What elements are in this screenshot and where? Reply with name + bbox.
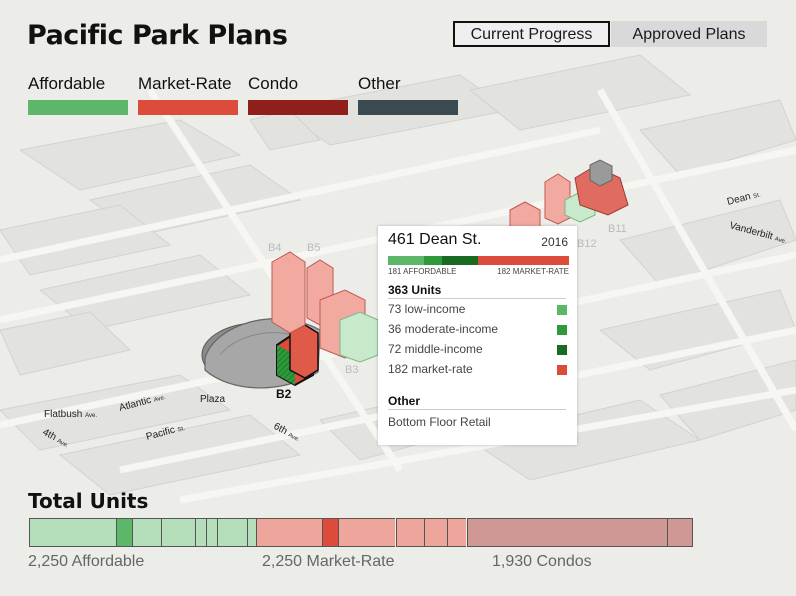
- divider: [388, 298, 566, 299]
- legend-condo: Condo: [248, 74, 348, 115]
- label-b3: B3: [345, 364, 358, 376]
- label-b5: B5: [307, 242, 320, 254]
- tooltip-address: 461 Dean St.: [388, 231, 482, 248]
- row-label: 36 moderate-income: [388, 322, 499, 336]
- total-segment[interactable]: [338, 518, 396, 547]
- total-segment[interactable]: [160, 518, 196, 547]
- legend-swatch: [358, 100, 458, 115]
- building-tooltip: 461 Dean St. 2016 181 AFFORDABLE 182 MAR…: [378, 226, 577, 445]
- approved-plans-tab[interactable]: Approved Plans: [611, 21, 767, 47]
- bar-moderate-income: [424, 256, 442, 265]
- buildings: [271, 159, 629, 363]
- tooltip-bar-labels: 181 AFFORDABLE 182 MARKET-RATE: [388, 267, 569, 276]
- row-swatch: [557, 365, 567, 375]
- tooltip-row: 72 middle-income: [388, 342, 568, 360]
- total-affordable-label: 2,250 Affordable: [28, 553, 145, 570]
- total-segment[interactable]: [256, 518, 322, 547]
- affordable-count-label: 181 AFFORDABLE: [388, 267, 457, 276]
- total-segment[interactable]: [466, 518, 667, 547]
- row-label: 182 market-rate: [388, 362, 473, 376]
- label-b2: B2: [276, 387, 292, 401]
- legend-market-rate: Market-Rate: [138, 74, 238, 115]
- row-swatch: [557, 345, 567, 355]
- total-segment[interactable]: [195, 518, 207, 547]
- legend-label: Market-Rate: [138, 74, 232, 93]
- label-b4: B4: [268, 242, 281, 254]
- total-segment[interactable]: [395, 518, 424, 547]
- street-flatbush: Flatbush Ave.: [44, 409, 97, 420]
- tooltip-other-value: Bottom Floor Retail: [388, 415, 491, 429]
- tooltip-year: 2016: [541, 235, 568, 249]
- bar-middle-income: [442, 256, 478, 265]
- total-segment[interactable]: [447, 518, 467, 547]
- legend-swatch: [28, 100, 128, 115]
- tooltip-units: 363 Units: [388, 283, 442, 297]
- total-segment[interactable]: [321, 518, 339, 547]
- row-label: 73 low-income: [388, 302, 466, 316]
- tooltip-row: 182 market-rate: [388, 362, 568, 380]
- total-units-title: Total Units: [28, 489, 149, 513]
- row-swatch: [557, 325, 567, 335]
- legend-swatch: [138, 100, 238, 115]
- total-segment[interactable]: [247, 518, 256, 547]
- total-segment[interactable]: [29, 518, 116, 547]
- street-dean: Dean St.: [726, 188, 762, 208]
- total-market-label: 2,250 Market-Rate: [262, 553, 395, 570]
- legend-label: Affordable: [28, 74, 106, 93]
- total-segment[interactable]: [666, 518, 693, 547]
- building-b2[interactable]: [276, 324, 319, 387]
- bar-market-rate: [478, 256, 569, 265]
- tooltip-unit-bar: [388, 256, 569, 265]
- row-label: 72 middle-income: [388, 342, 483, 356]
- bar-low-income: [388, 256, 424, 265]
- label-b12: B12: [577, 238, 597, 250]
- street-plaza: Plaza: [200, 394, 225, 405]
- total-units-bar: [29, 518, 693, 547]
- legend-other: Other: [358, 74, 458, 115]
- total-segment[interactable]: [423, 518, 448, 547]
- market-count-label: 182 MARKET-RATE: [497, 267, 569, 276]
- tooltip-row: 73 low-income: [388, 302, 568, 320]
- bar-end: [692, 518, 693, 547]
- current-progress-tab[interactable]: Current Progress: [453, 21, 610, 47]
- total-segment[interactable]: [132, 518, 161, 547]
- legend-swatch: [248, 100, 348, 115]
- legend-affordable: Affordable: [28, 74, 128, 115]
- tooltip-other-heading: Other: [388, 394, 421, 408]
- total-segment[interactable]: [217, 518, 248, 547]
- row-swatch: [557, 305, 567, 315]
- total-condos-label: 1,930 Condos: [492, 553, 592, 570]
- page-title: Pacific Park Plans: [27, 20, 288, 51]
- total-segment[interactable]: [206, 518, 218, 547]
- divider: [388, 409, 566, 410]
- total-segment[interactable]: [115, 518, 133, 547]
- legend-label: Other: [358, 74, 401, 93]
- tooltip-row: 36 moderate-income: [388, 322, 568, 340]
- legend-label: Condo: [248, 74, 299, 93]
- label-b11: B11: [608, 223, 627, 235]
